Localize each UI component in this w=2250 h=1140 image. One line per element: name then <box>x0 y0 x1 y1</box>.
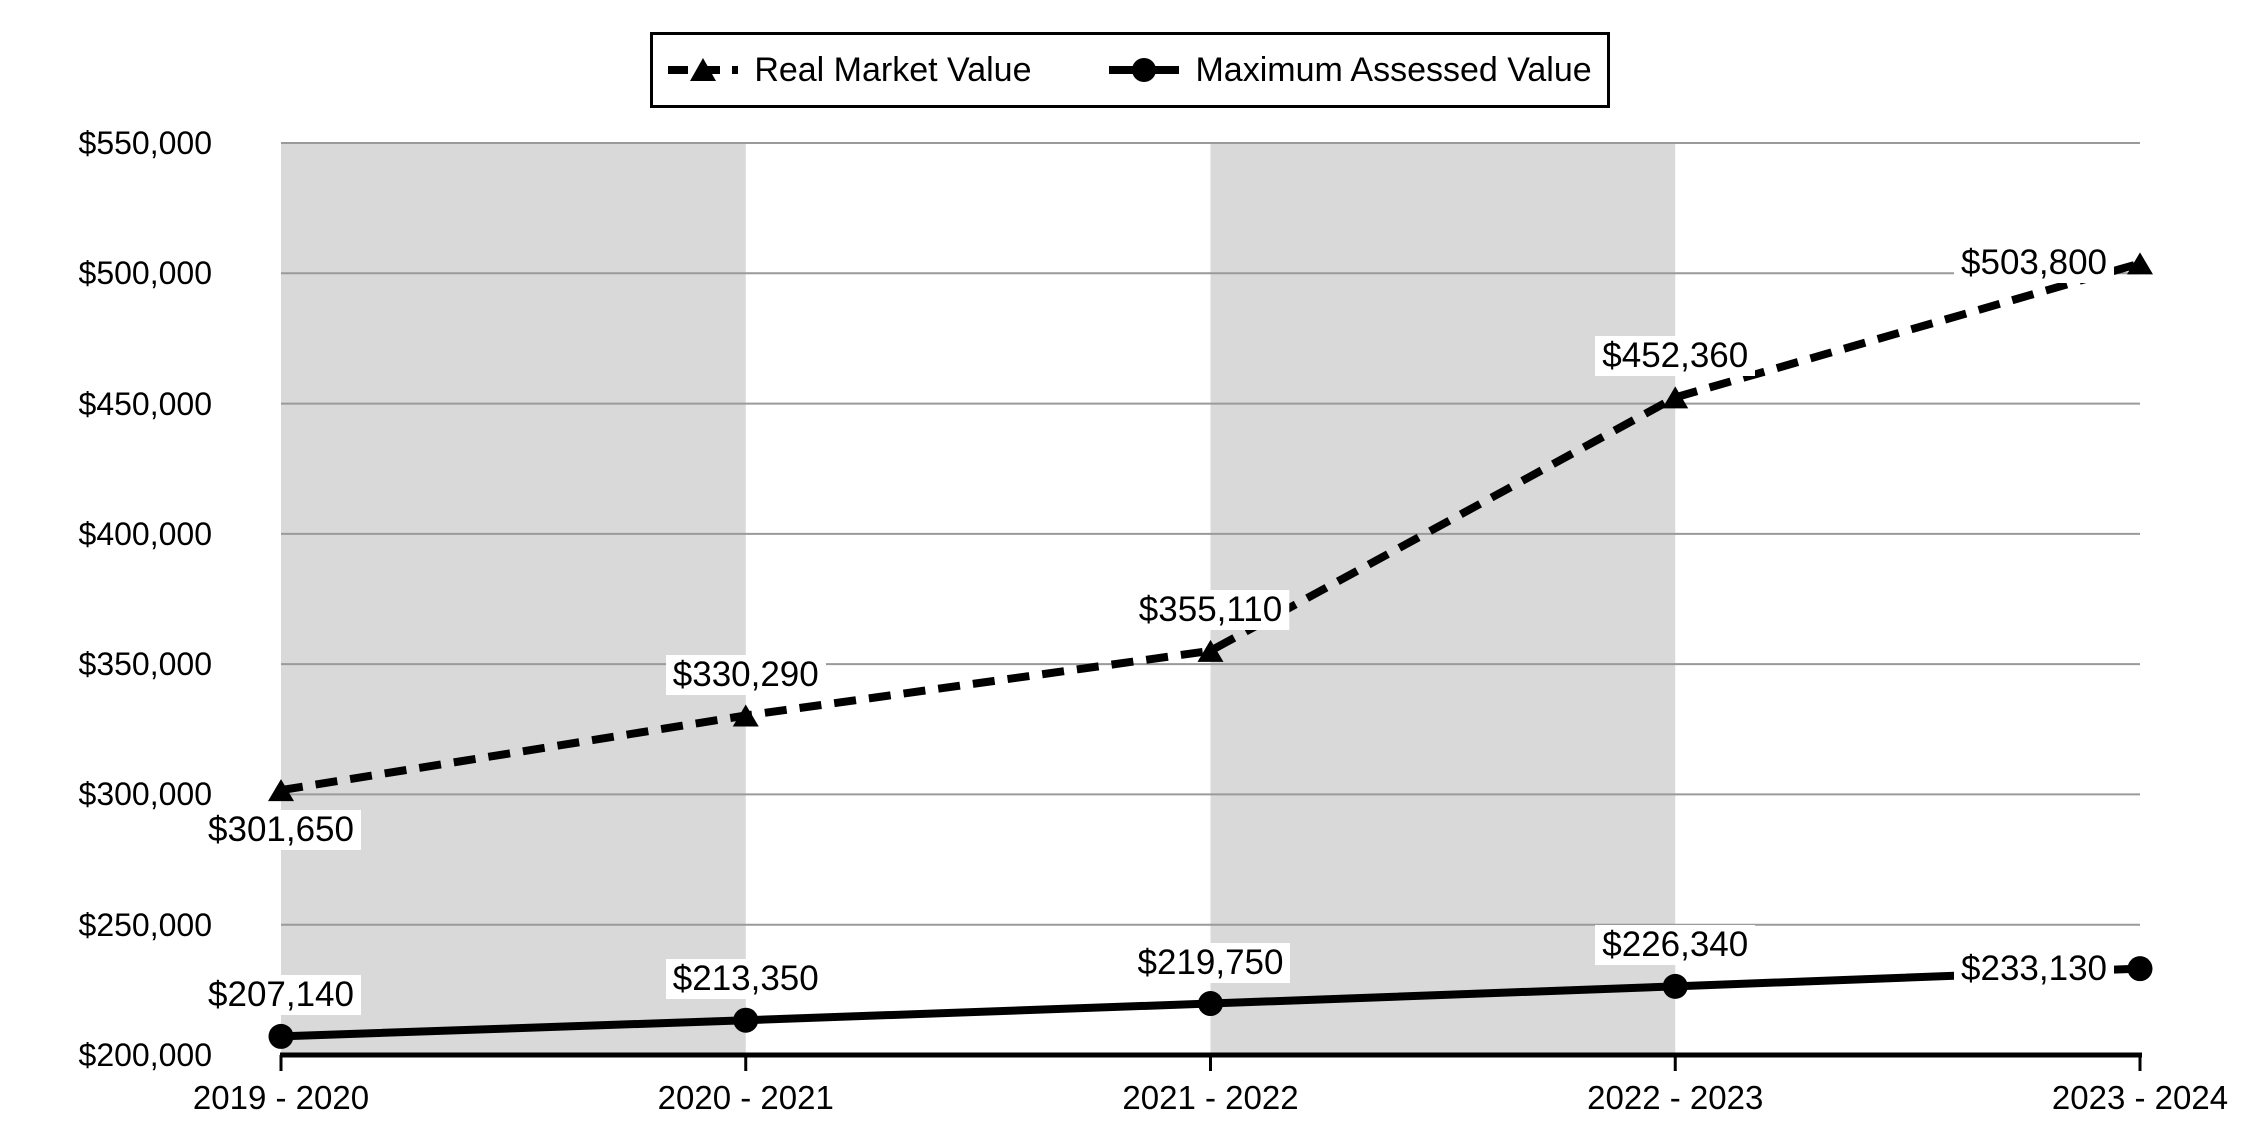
marker-triangle-icon <box>2127 252 2153 275</box>
legend-label-real-market-value: Real Market Value <box>754 51 1032 89</box>
marker-triangle-icon <box>1662 386 1689 409</box>
legend-sample-dashed-triangle-icon <box>668 58 739 81</box>
marker-circle-icon <box>1198 991 1223 1017</box>
legend: Real Market Value Maximum Assessed Value <box>650 32 1610 108</box>
legend-label-maximum-assessed-value: Maximum Assessed Value <box>1195 51 1592 89</box>
marker-circle-icon <box>1662 973 1688 999</box>
legend-sample-solid-circle-icon <box>1109 58 1180 82</box>
alternating-band <box>1210 143 1676 1055</box>
marker-triangle-icon <box>268 779 294 802</box>
series-line-real-market-value <box>280 259 2142 795</box>
marker-triangle-icon <box>732 704 759 727</box>
marker-circle-icon <box>2127 956 2153 982</box>
marker-triangle-icon <box>1197 639 1224 662</box>
legend-item-real-market-value: Real Market Value <box>668 51 1031 89</box>
marker-circle-icon <box>733 1007 759 1033</box>
marker-circle-icon <box>268 1023 294 1049</box>
legend-item-maximum-assessed-value: Maximum Assessed Value <box>1109 51 1592 89</box>
alternating-band <box>281 143 746 1055</box>
